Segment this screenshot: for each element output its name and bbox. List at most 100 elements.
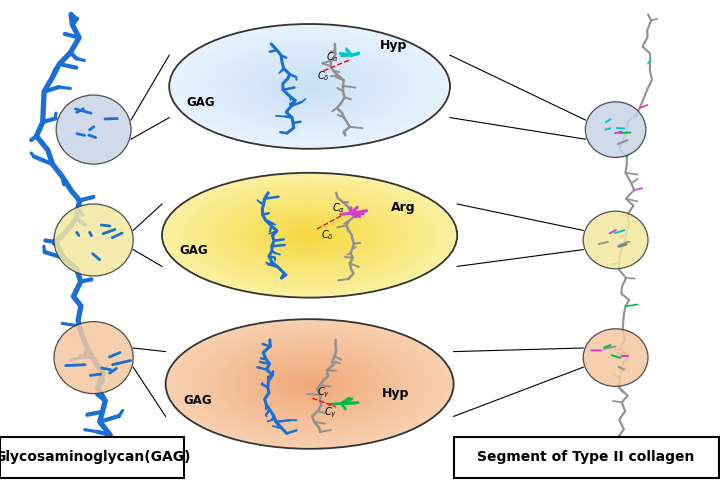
Ellipse shape [162,173,457,298]
Ellipse shape [192,185,428,285]
Ellipse shape [167,175,452,296]
Ellipse shape [194,332,425,436]
Text: $C_{\alpha}$: $C_{\alpha}$ [332,202,345,216]
Ellipse shape [261,362,358,406]
Ellipse shape [246,208,374,262]
Ellipse shape [218,343,401,425]
Ellipse shape [291,78,328,95]
Text: Glycosaminoglycan(GAG): Glycosaminoglycan(GAG) [0,450,190,464]
Ellipse shape [209,339,410,429]
Text: $C_{\gamma}$: $C_{\gamma}$ [317,386,330,400]
Ellipse shape [290,375,329,393]
Ellipse shape [197,187,423,283]
Text: GAG: GAG [186,96,215,108]
Ellipse shape [193,35,426,138]
Ellipse shape [281,371,338,397]
Ellipse shape [199,334,420,434]
Ellipse shape [305,382,315,386]
Ellipse shape [220,47,399,126]
Ellipse shape [223,345,396,423]
Ellipse shape [275,221,344,250]
Ellipse shape [290,227,329,243]
Text: $C_{\delta}$: $C_{\delta}$ [321,228,334,242]
Ellipse shape [276,369,343,399]
Ellipse shape [169,24,450,149]
Ellipse shape [261,215,359,256]
Ellipse shape [258,63,361,109]
Ellipse shape [54,322,133,394]
Ellipse shape [256,212,364,258]
Text: $C_{\alpha}$: $C_{\alpha}$ [326,50,340,64]
Ellipse shape [179,28,441,144]
Text: Hyp: Hyp [380,39,408,52]
Text: GAG: GAG [180,244,208,257]
Ellipse shape [300,231,320,240]
Ellipse shape [257,360,362,408]
Ellipse shape [212,43,408,130]
Ellipse shape [207,41,413,132]
Ellipse shape [235,53,384,120]
Ellipse shape [295,229,324,241]
Ellipse shape [238,351,382,417]
Ellipse shape [282,74,338,99]
Ellipse shape [585,102,646,157]
Ellipse shape [270,218,349,252]
Ellipse shape [221,198,398,273]
Ellipse shape [216,196,403,275]
Ellipse shape [175,324,444,444]
Text: Hyp: Hyp [382,387,409,400]
Ellipse shape [240,206,379,264]
Ellipse shape [207,192,413,279]
Ellipse shape [287,76,333,97]
Text: $C_{\delta}$: $C_{\delta}$ [317,69,329,83]
Ellipse shape [188,32,431,141]
Ellipse shape [197,36,422,136]
Ellipse shape [236,204,384,266]
Ellipse shape [169,24,450,149]
Ellipse shape [172,177,447,293]
Ellipse shape [202,190,418,281]
Ellipse shape [183,30,436,143]
Ellipse shape [244,57,375,116]
Ellipse shape [300,82,319,91]
Ellipse shape [266,216,354,254]
Ellipse shape [249,60,371,113]
Ellipse shape [214,341,405,427]
Ellipse shape [583,329,648,386]
Ellipse shape [204,336,415,432]
Ellipse shape [231,202,388,268]
Ellipse shape [305,233,315,237]
Text: GAG: GAG [183,394,212,407]
Ellipse shape [305,84,315,88]
Ellipse shape [54,204,133,276]
Ellipse shape [186,183,433,287]
Text: $C_{\gamma}$: $C_{\gamma}$ [324,406,337,420]
Ellipse shape [277,72,343,101]
Ellipse shape [285,225,334,246]
Ellipse shape [247,356,372,412]
Ellipse shape [296,80,324,93]
Ellipse shape [180,325,439,443]
Ellipse shape [268,68,352,105]
Ellipse shape [251,210,369,260]
Ellipse shape [263,66,356,107]
Ellipse shape [253,61,366,111]
Ellipse shape [280,223,339,248]
Ellipse shape [56,95,131,164]
Ellipse shape [211,193,408,277]
Ellipse shape [228,348,391,420]
Text: Segment of Type II collagen: Segment of Type II collagen [477,450,695,464]
Ellipse shape [171,322,449,446]
Ellipse shape [202,38,418,134]
Ellipse shape [162,173,457,298]
Ellipse shape [583,211,648,269]
Ellipse shape [271,367,348,401]
Ellipse shape [300,380,319,388]
Ellipse shape [230,51,390,122]
Ellipse shape [266,365,353,403]
Ellipse shape [174,26,445,147]
Ellipse shape [166,319,454,449]
Ellipse shape [295,377,324,391]
Ellipse shape [189,330,430,438]
Ellipse shape [166,319,454,449]
